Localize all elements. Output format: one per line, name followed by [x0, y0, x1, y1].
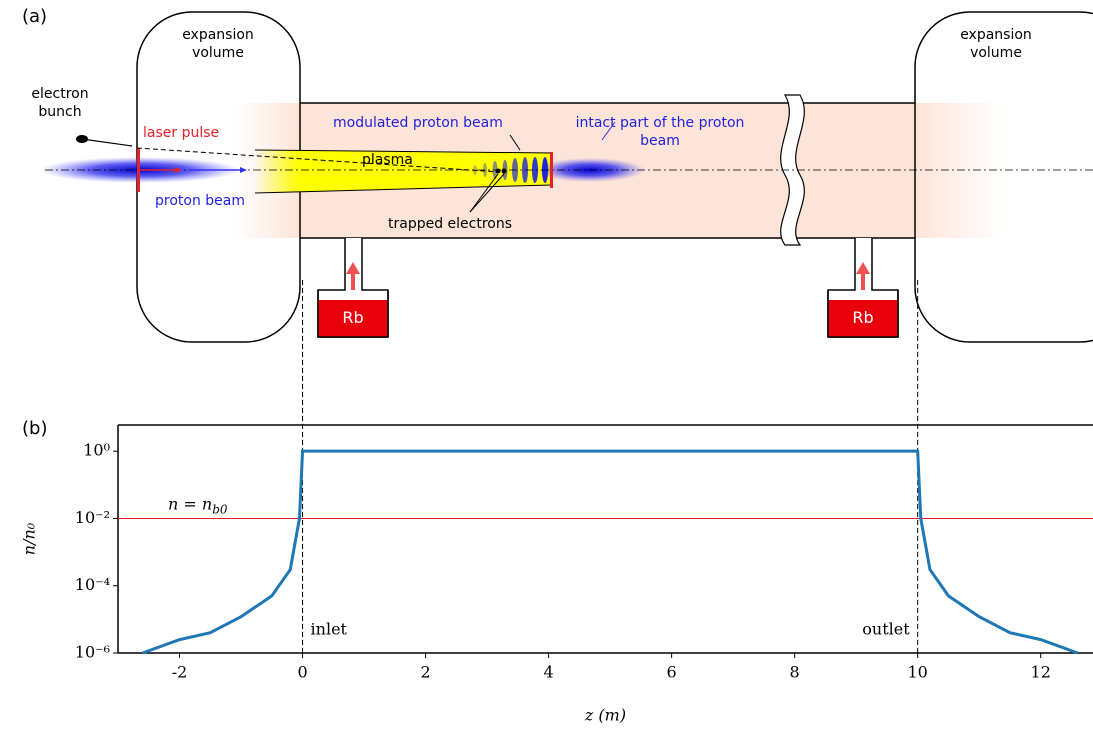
x-tick-label: 8 — [790, 663, 800, 682]
label: trapped electrons — [388, 216, 513, 232]
y-tick-label: 10⁻⁶ — [75, 643, 110, 662]
plasma-edge — [254, 184, 553, 194]
label: modulated proton beam — [333, 115, 503, 131]
vapor-fade — [915, 103, 1005, 238]
label: proton beam — [155, 193, 245, 209]
reference-label-sub: b0 — [212, 502, 228, 516]
pointer — [509, 134, 521, 151]
label: laser pulse — [143, 125, 220, 141]
reference-label: n = nb0 — [168, 494, 228, 516]
rb-reservoir — [317, 238, 389, 338]
bunch-arrow — [81, 138, 133, 147]
diagram — [40, 11, 1093, 343]
x-tick-label: 0 — [297, 663, 307, 682]
label: Rb — [342, 308, 364, 327]
trapped-electron — [495, 168, 501, 174]
plasma-edge — [254, 149, 553, 154]
label: electron bunch — [31, 86, 89, 120]
pointer — [601, 121, 616, 141]
y-tick-label: 10⁻² — [75, 508, 110, 527]
chart: -2 0 2 4 6 8 10 12 10⁰ 10⁻² 10⁻⁴ 10⁻⁶ z (m) n/n₀ n = n… — [20, 280, 1093, 725]
pointer — [469, 173, 505, 213]
x-axis-label: z (m) — [584, 706, 626, 725]
label: plasma — [362, 152, 413, 168]
x-tick-label: 10 — [908, 663, 928, 682]
label: expansion volume — [960, 27, 1032, 61]
arrowhead — [240, 167, 247, 173]
label: Rb — [852, 308, 874, 327]
x-tick-label: 6 — [667, 663, 677, 682]
bunch-path — [136, 147, 501, 173]
x-tick-label: 12 — [1031, 663, 1051, 682]
data-line — [142, 449, 1079, 655]
panel-label: (b) — [22, 418, 48, 439]
x-tick-label: -2 — [172, 663, 188, 682]
y-axis-label: n/n₀ — [20, 522, 39, 555]
y-tick-label: 10⁻⁴ — [75, 575, 110, 594]
x-tick-label: 2 — [420, 663, 430, 682]
laser-pulse — [137, 148, 140, 192]
y-tick-label: 10⁰ — [83, 441, 110, 460]
trapped-electron — [501, 168, 507, 174]
label: intact part of the proton beam — [575, 115, 745, 149]
reference-label-text: n = n — [168, 494, 212, 513]
panel-label: (a) — [22, 6, 48, 27]
pointer — [469, 173, 499, 213]
arrowhead — [175, 167, 182, 173]
laser-pulse — [550, 152, 553, 188]
boundary-label: inlet — [311, 620, 348, 639]
boundary-label: outlet — [862, 620, 910, 639]
rb-reservoir — [827, 238, 899, 338]
x-tick-label: 4 — [544, 663, 554, 682]
label: expansion volume — [182, 27, 254, 61]
